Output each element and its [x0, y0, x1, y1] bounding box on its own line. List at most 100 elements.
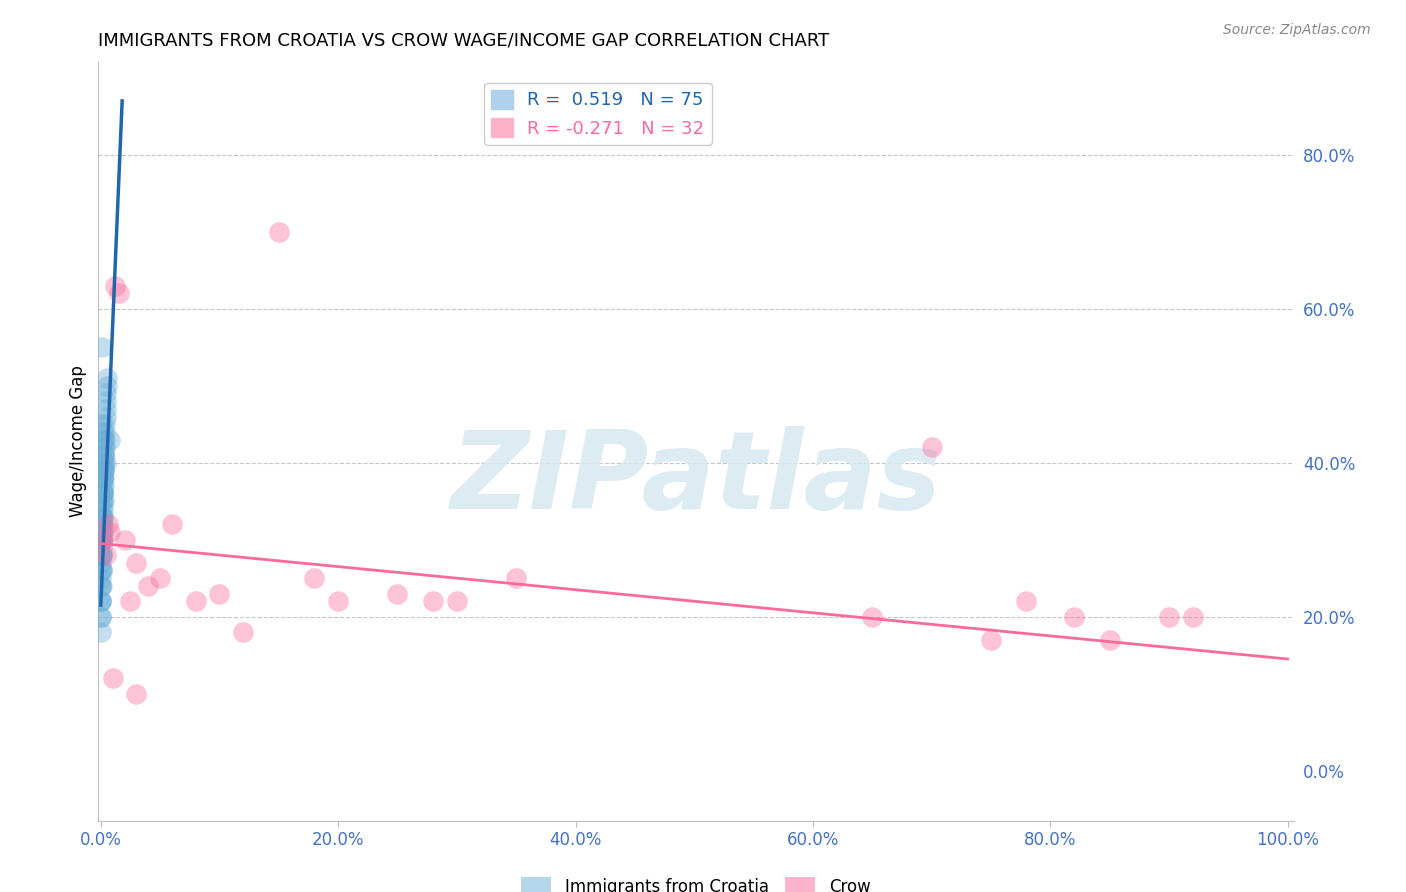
- Point: [90, 548, 112, 562]
- Point: [98, 524, 121, 539]
- Point: [104, 278, 127, 293]
- Point: [93, 440, 115, 454]
- Point: [91, 471, 114, 485]
- Point: [93, 463, 115, 477]
- Point: [387, 586, 409, 600]
- Point: [91, 494, 114, 508]
- Point: [90, 541, 112, 555]
- Point: [91, 533, 114, 547]
- Point: [91, 486, 114, 500]
- Point: [93, 433, 115, 447]
- Point: [1157, 609, 1180, 624]
- Point: [90, 579, 112, 593]
- Point: [101, 671, 124, 685]
- Point: [90, 564, 112, 578]
- Point: [93, 440, 115, 454]
- Point: [90, 609, 112, 624]
- Point: [91, 502, 114, 516]
- Point: [93, 433, 115, 447]
- Text: Source: ZipAtlas.com: Source: ZipAtlas.com: [1223, 23, 1371, 37]
- Point: [94, 401, 117, 416]
- Point: [91, 425, 114, 439]
- Point: [91, 471, 114, 485]
- Point: [91, 533, 114, 547]
- Point: [90, 533, 112, 547]
- Point: [91, 524, 114, 539]
- Point: [94, 394, 117, 409]
- Point: [93, 456, 115, 470]
- Point: [184, 594, 207, 608]
- Point: [1015, 594, 1038, 608]
- Point: [91, 417, 114, 432]
- Point: [921, 440, 943, 454]
- Point: [120, 594, 142, 608]
- Point: [232, 625, 254, 640]
- Point: [125, 556, 148, 570]
- Point: [91, 517, 114, 532]
- Point: [90, 579, 112, 593]
- Point: [91, 517, 114, 532]
- Point: [94, 456, 117, 470]
- Point: [90, 579, 112, 593]
- Point: [96, 378, 118, 392]
- Y-axis label: Wage/Income Gap: Wage/Income Gap: [69, 366, 87, 517]
- Point: [90, 564, 112, 578]
- Point: [90, 340, 112, 354]
- Point: [90, 594, 112, 608]
- Point: [1063, 609, 1085, 624]
- Point: [208, 586, 231, 600]
- Point: [91, 524, 114, 539]
- Point: [1181, 609, 1204, 624]
- Point: [91, 548, 114, 562]
- Point: [93, 456, 115, 470]
- Point: [93, 448, 115, 462]
- Point: [90, 609, 112, 624]
- Point: [304, 571, 326, 585]
- Point: [94, 425, 117, 439]
- Point: [91, 509, 114, 524]
- Point: [94, 417, 117, 432]
- Point: [422, 594, 444, 608]
- Point: [97, 517, 120, 532]
- Point: [149, 571, 172, 585]
- Text: ZIPatlas: ZIPatlas: [450, 426, 942, 533]
- Point: [107, 286, 129, 301]
- Point: [90, 564, 112, 578]
- Point: [91, 433, 114, 447]
- Point: [90, 556, 112, 570]
- Point: [90, 524, 112, 539]
- Point: [91, 548, 114, 562]
- Point: [446, 594, 468, 608]
- Legend: Immigrants from Croatia, Crow: Immigrants from Croatia, Crow: [515, 871, 877, 892]
- Point: [980, 632, 1002, 647]
- Point: [91, 471, 114, 485]
- Point: [93, 494, 115, 508]
- Point: [93, 463, 115, 477]
- Point: [91, 486, 114, 500]
- Point: [90, 625, 112, 640]
- Point: [93, 463, 115, 477]
- Point: [267, 225, 290, 239]
- Text: IMMIGRANTS FROM CROATIA VS CROW WAGE/INCOME GAP CORRELATION CHART: IMMIGRANTS FROM CROATIA VS CROW WAGE/INC…: [98, 32, 830, 50]
- Point: [93, 486, 115, 500]
- Point: [91, 502, 114, 516]
- Point: [1098, 632, 1121, 647]
- Point: [93, 448, 115, 462]
- Point: [328, 594, 350, 608]
- Point: [90, 571, 112, 585]
- Point: [91, 509, 114, 524]
- Point: [90, 594, 112, 608]
- Point: [93, 479, 115, 493]
- Point: [93, 471, 115, 485]
- Point: [90, 594, 112, 608]
- Point: [90, 533, 112, 547]
- Point: [94, 548, 117, 562]
- Point: [98, 433, 121, 447]
- Point: [114, 533, 136, 547]
- Point: [91, 494, 114, 508]
- Point: [125, 687, 148, 701]
- Point: [91, 509, 114, 524]
- Point: [96, 386, 118, 401]
- Point: [91, 533, 114, 547]
- Point: [91, 479, 114, 493]
